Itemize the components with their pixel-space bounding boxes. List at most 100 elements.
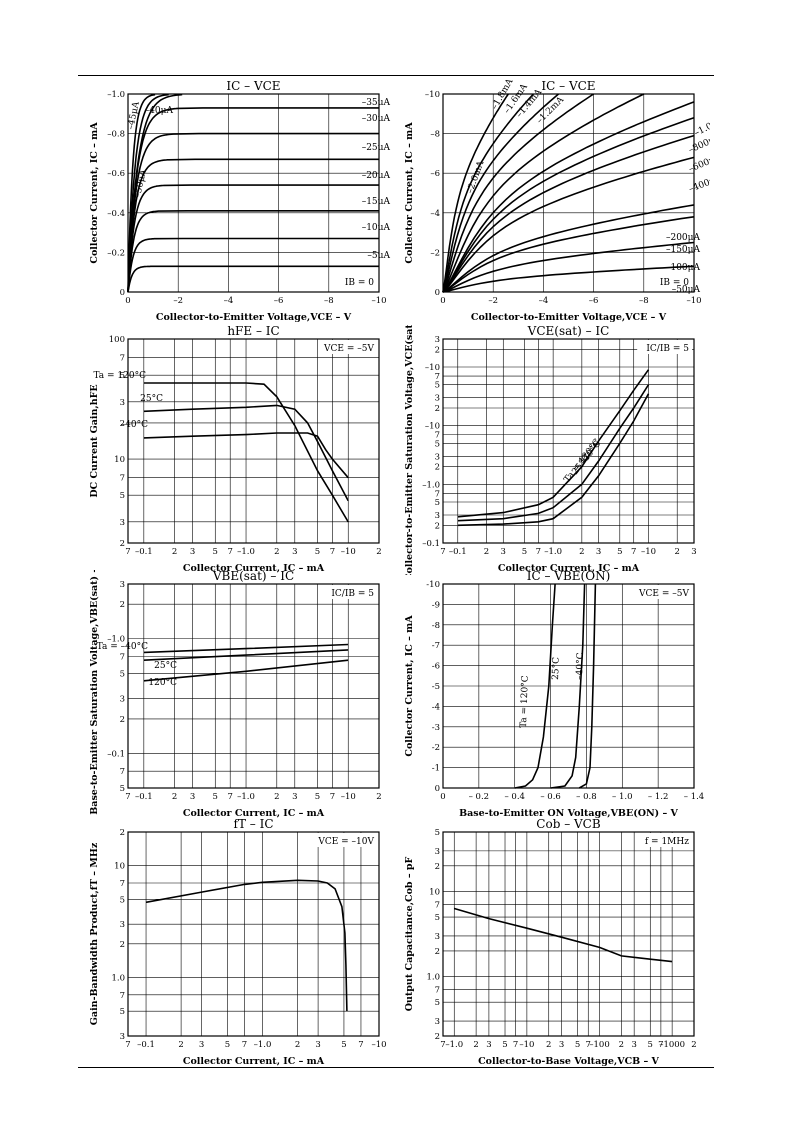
chart-title: IC – VCE — [226, 80, 280, 93]
y-tick-label: 5 — [120, 895, 125, 905]
series-line — [127, 93, 183, 293]
y-tick-label: 7 — [120, 767, 125, 777]
y-tick-label: –0.8 — [107, 130, 125, 140]
x-tick-label: 2 — [178, 1040, 183, 1050]
series-label: –30μA — [362, 114, 391, 124]
series-line — [442, 93, 534, 293]
y-axis-label: Collector Current, IC – mA — [404, 122, 415, 264]
x-tick-label: –10 — [686, 296, 701, 306]
x-tick-label: –4 — [224, 296, 234, 306]
series-group — [514, 583, 597, 789]
y-tick-label: –0.1 — [107, 749, 125, 759]
series-line — [143, 432, 349, 479]
y-tick-label: 0 — [435, 288, 440, 298]
y-tick-label: 2 — [120, 539, 125, 549]
x-tick-label: –10 — [641, 547, 656, 557]
y-tick-label: 5 — [435, 381, 440, 391]
series-line — [457, 393, 650, 527]
y-tick-label: 3 — [435, 452, 440, 462]
y-tick-label: –10 — [425, 363, 440, 373]
x-tick-label: 5 — [575, 1040, 580, 1050]
x-axis-label: Collector-to-Base Voltage,VCB – V — [478, 1056, 659, 1067]
y-tick-label: 2 — [120, 600, 125, 610]
x-tick-label: 2 — [274, 792, 279, 802]
x-tick-label: – 1.2 — [648, 792, 668, 802]
series-line — [143, 649, 349, 661]
chart-title: IC – VBE(ON) — [527, 570, 611, 583]
series-label: –25μA — [362, 143, 391, 153]
x-tick-label: –0.1 — [137, 1040, 155, 1050]
y-tick-label: 2 — [435, 1032, 440, 1042]
x-tick-label: 5 — [315, 792, 320, 802]
series-label: –100μA — [666, 263, 701, 273]
chart-title: Cob – VCB — [536, 818, 601, 831]
x-tick-label: 3 — [199, 1040, 204, 1050]
series-label: –15μA — [362, 197, 391, 207]
series-line — [457, 369, 650, 518]
grid — [442, 583, 695, 789]
y-tick-label: –0.4 — [107, 209, 125, 219]
x-tick-label: –6 — [589, 296, 599, 306]
series-line — [578, 583, 597, 789]
condition-label: IC/IB = 5 — [646, 344, 689, 354]
x-tick-label: 2 — [376, 547, 381, 557]
series-line — [127, 93, 156, 293]
series-group — [127, 93, 379, 293]
y-tick-label: 2 — [435, 463, 440, 473]
grid — [127, 583, 380, 789]
y-tick-label: 3 — [435, 847, 440, 857]
series-label: –40μA — [145, 106, 174, 116]
condition-box-bg — [322, 340, 377, 354]
x-axis-label: Collector Current, IC – mA — [183, 1056, 325, 1067]
chart-ic-vce-low: IC – VCE 0 –2 –4 –6 –8 –10 0 –0.2 –0.4 –0.6 –0.8 –1.… — [89, 80, 391, 323]
y-axis-label: Base-to-Emitter Saturation Voltage,VBE(s… — [89, 570, 100, 815]
series-line — [127, 158, 379, 293]
condition-box-bg — [317, 833, 377, 847]
y-tick-label: 5 — [435, 498, 440, 508]
y-tick-label: 7 — [120, 991, 125, 1001]
y-tick-label: 0 — [435, 784, 440, 794]
series-line — [550, 583, 586, 789]
y-tick-label: 7 — [435, 372, 440, 382]
y-axis-label: Collector Current, IC – mA — [404, 615, 415, 757]
y-tick-label: –10 — [425, 90, 440, 100]
x-tick-label: 3 — [486, 1040, 491, 1050]
plot-frame — [127, 831, 380, 1037]
series-line — [143, 404, 349, 502]
series-label: –35μA — [362, 98, 391, 108]
x-tick-label: –1.0 — [544, 547, 562, 557]
y-tick-label: 2 — [435, 345, 440, 355]
x-tick-label: – 0.8 — [576, 792, 596, 802]
y-tick-label: 7 — [435, 489, 440, 499]
y-tick-label: -7 — [432, 641, 440, 651]
y-tick-label: 1.0 — [426, 973, 440, 983]
x-tick-label: 5 — [522, 547, 527, 557]
y-tick-label: -5 — [432, 682, 440, 692]
series-line — [127, 210, 379, 293]
x-tick-label: 5 — [315, 547, 320, 557]
x-tick-label: –8 — [639, 296, 649, 306]
x-tick-label: –0.1 — [135, 792, 153, 802]
condition-box-bg — [337, 274, 377, 288]
y-tick-label: 3 — [120, 580, 125, 590]
series-label: –10μA — [362, 223, 391, 233]
y-tick-label: 5 — [435, 828, 440, 838]
x-tick-label: 5 — [648, 1040, 653, 1050]
condition-label: VCE = –10V — [317, 837, 374, 847]
y-tick-label: 2 — [435, 947, 440, 957]
series-label: –1.0mA — [693, 115, 710, 139]
series-line — [143, 382, 349, 523]
series-line — [442, 93, 509, 293]
x-tick-label: 3 — [559, 1040, 564, 1050]
x-tick-label: 0 — [440, 792, 445, 802]
condition-box-bg — [652, 274, 692, 288]
chart-title: IC – VCE — [541, 80, 595, 93]
x-tick-label: 5 — [225, 1040, 230, 1050]
series-label: 25°C — [140, 394, 163, 404]
series-label: –400μA — [688, 174, 710, 195]
x-tick-label: – 0.6 — [540, 792, 560, 802]
y-tick-label: –4 — [430, 209, 440, 219]
x-tick-label: 2 — [579, 547, 584, 557]
x-tick-label: – 0.4 — [504, 792, 524, 802]
x-tick-label: 2 — [172, 792, 177, 802]
